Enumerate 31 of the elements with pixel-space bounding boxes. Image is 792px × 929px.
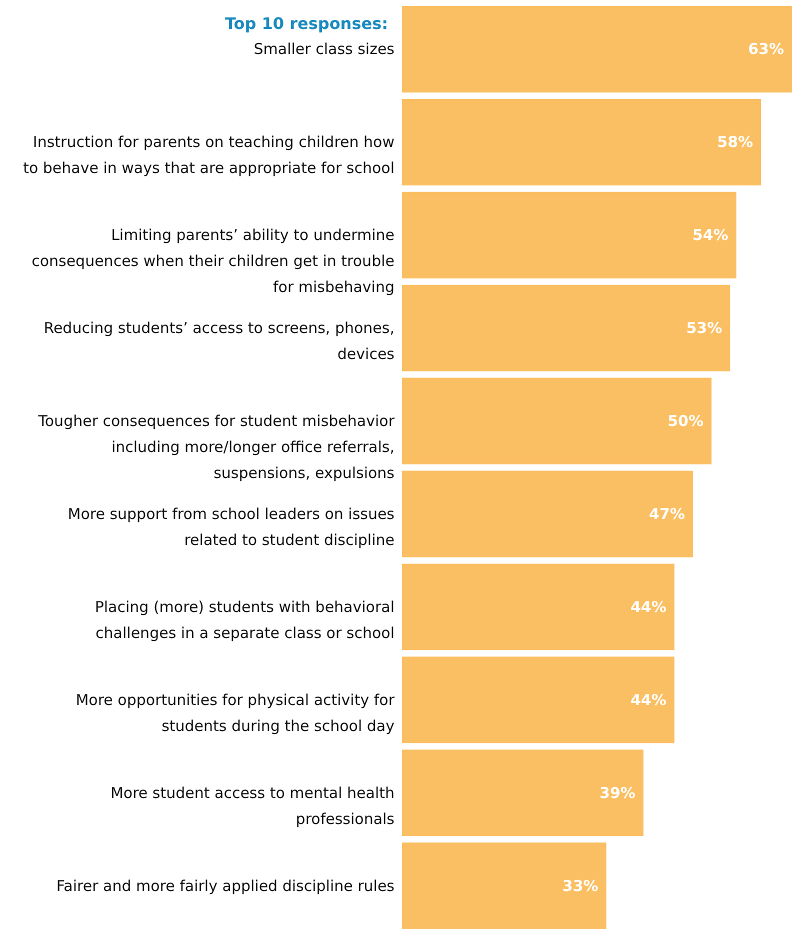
y-tick-label: More opportunities for physical activity for students during the school day [76,690,396,735]
data-label: 50% [668,412,704,430]
y-tick-label: Reducing students’ access to screens, phones, devices [44,319,395,364]
y-tick-label: Placing (more) students with behavioral challenges in a separate class or school [94,598,394,642]
bar [402,192,736,278]
y-tick-label: Instruction for parents on teaching children how to behave in ways that are appropriate for school [23,133,394,178]
data-label: 39% [600,784,636,802]
data-label: 53% [686,319,722,338]
data-label: 44% [630,690,666,709]
y-tick-label: Tougher consequences for student misbehavior including more/longer office referrals, suspensions, expulsions [37,412,396,482]
data-label: 33% [562,876,598,895]
bar [402,564,674,650]
bar [402,98,762,186]
bar [402,284,730,372]
bar [402,470,693,558]
bar [402,6,792,92]
text: Top 10 responses: [224,14,388,33]
data-label: 44% [630,598,666,616]
data-label: 47% [649,504,685,523]
y-tick-label: Limiting parents’ ability to undermine consequences when their children get in trouble for misbehaving [32,226,394,296]
bar [402,842,606,929]
data-label: 58% [717,133,754,152]
data-label: 63% [748,40,784,58]
data-label: 54% [692,226,728,244]
bar [402,378,712,464]
y-tick-label: Fairer and more fairly applied discipline rules [56,876,395,895]
y-tick-label: Smaller class sizes [254,40,395,58]
y-tick-label: More student access to mental health professionals [110,784,395,828]
bar [402,656,674,744]
bar [402,750,644,836]
y-tick-label: More support from school leaders on issues related to student discipline [68,504,395,549]
